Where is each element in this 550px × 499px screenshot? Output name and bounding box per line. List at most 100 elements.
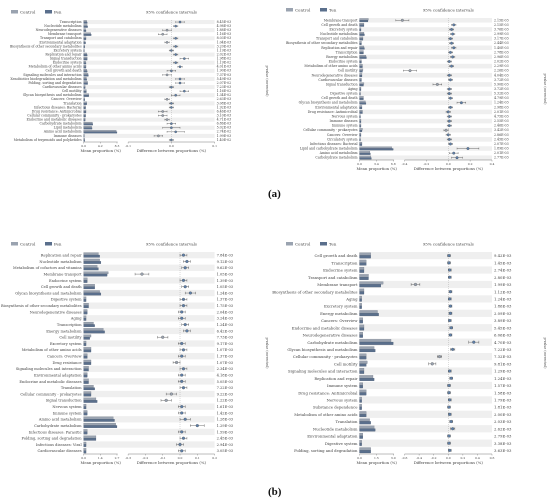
bar-treatment <box>83 431 88 435</box>
diff-point <box>181 436 185 440</box>
diff-point <box>174 53 177 56</box>
table-row: Membrane transport 1.05E-03 <box>44 271 234 276</box>
bar-treatment <box>83 58 88 61</box>
bar-treatment <box>83 131 118 134</box>
diff-point <box>161 32 164 36</box>
bar-control <box>83 391 92 395</box>
category-label: Lipid metabolism <box>54 126 82 130</box>
bar-control <box>359 45 365 48</box>
table-row: Excretory system 3.76E-03 <box>329 27 509 32</box>
p-value-label: 9.17E-03 <box>217 342 234 346</box>
x-tick-label: -0.4 <box>402 162 408 166</box>
bar-control <box>359 82 365 85</box>
bar-control <box>83 89 87 92</box>
bar-control <box>83 69 87 71</box>
p-value-label: 9.22E-03 <box>217 392 234 396</box>
category-label: Glycan biosynthesis and metabolism <box>287 347 358 352</box>
bar-treatment <box>359 79 362 82</box>
bar-treatment <box>359 428 376 432</box>
table-row: Cellular community - prokaryotes 7.32E-03 <box>293 353 512 361</box>
bar-treatment <box>83 349 92 353</box>
table-row: Cancers: Overview 3.89E-03 <box>321 317 512 324</box>
diff-point <box>435 83 439 86</box>
p-value-label: 2.78E-03 <box>494 50 509 54</box>
legend-swatch <box>45 242 52 246</box>
bar-treatment <box>359 392 367 396</box>
category-label: Immune system <box>332 124 358 128</box>
x-tick-label: 0.2 <box>460 456 465 460</box>
p-value-label: 8.45E-03 <box>217 20 232 24</box>
table-row: Endocrine system 2.74E-03 <box>323 266 512 274</box>
table-row: Aging 1.24E-03 <box>345 295 512 303</box>
bar-control <box>83 385 94 388</box>
table-row: Neurodegenerative diseases 6.06E-03 <box>303 331 512 338</box>
p-value-label: 1.75E-03 <box>217 304 234 308</box>
category-label: Metabolism of terpenoids and polyketides <box>14 138 82 142</box>
diff-point <box>449 326 453 330</box>
bar-control <box>359 274 369 278</box>
table-row: Drug resistance: Antimicrobial 6.46E-03 <box>32 109 231 114</box>
diff-point <box>452 151 456 155</box>
bar-treatment <box>83 324 95 327</box>
table-row: Biosynthesis of other secondary metaboli… <box>10 44 231 49</box>
p-value-label: 5.90E-03 <box>494 82 509 86</box>
diff-point <box>185 329 189 333</box>
x-tick-label: 1.5 <box>374 456 379 460</box>
x-tick-label: -0.2 <box>143 456 149 460</box>
diff-point <box>180 310 184 314</box>
p-value-label: 3.10E-03 <box>217 113 232 117</box>
x-tick-label: 0.0 <box>446 162 451 166</box>
x-tick-label: 0.2 <box>468 162 473 166</box>
table-row: Environmental adaptation 2.98E-03 <box>315 105 508 109</box>
bar-control <box>83 105 86 108</box>
bar-control <box>83 134 85 136</box>
bar-treatment <box>83 25 88 28</box>
legend-label: Fen <box>54 10 62 15</box>
category-label: Neurodegenerative diseases <box>30 310 82 314</box>
category-label: Cancers: Overview <box>47 355 82 359</box>
table-row: Cell growth and death 1.05E-03 <box>41 284 234 289</box>
diff-point <box>174 45 177 48</box>
diff-point <box>448 275 452 279</box>
bar-treatment <box>359 334 363 338</box>
diff-point <box>180 449 184 453</box>
p-value-label: 4.18E-03 <box>217 373 234 377</box>
p-value-label: 1.12E-03 <box>494 289 512 294</box>
bar-control <box>83 65 87 67</box>
x-tick-label: 0.0 <box>81 456 86 460</box>
p-value-label: 2.07E-02 <box>217 81 232 85</box>
bar-treatment <box>83 374 88 378</box>
table-row: Environmental adaptation 1.04E-03 <box>39 40 231 44</box>
row-stripe <box>359 54 492 60</box>
row-stripe <box>83 101 215 106</box>
table-row: Metabolism of cofactors and vitamins 9.62… <box>13 264 234 271</box>
p-value-label: 9.42E-03 <box>494 253 512 258</box>
row-stripe <box>359 410 492 418</box>
bar-treatment <box>83 29 87 32</box>
bar-control <box>359 360 368 364</box>
bar-control <box>83 347 92 350</box>
table-row: Immune diseases 2.55E-03 <box>330 118 509 124</box>
legend-label: Control <box>20 10 36 15</box>
p-value-label: 1.24E-03 <box>494 296 512 301</box>
bar-treatment <box>83 103 87 105</box>
table-row: Membrane transport 1.16E-03 <box>48 32 231 36</box>
row-stripe <box>83 68 215 73</box>
row-stripe <box>83 441 215 448</box>
bar-control <box>359 331 363 335</box>
p-value-label: 6.42E-03 <box>217 329 234 333</box>
bar-treatment <box>83 111 87 114</box>
p-value-label: 3.17E-03 <box>494 37 509 41</box>
table-row: Replication and repair 1.24E-03 <box>314 375 512 381</box>
category-label: Cell motility <box>59 336 82 340</box>
bar-treatment <box>359 262 367 266</box>
diff-point <box>447 124 451 128</box>
category-label: Amino acid metabolism <box>38 418 82 422</box>
diff-point <box>178 20 182 24</box>
diff-point <box>448 448 452 452</box>
category-label: Neurodegenerative diseases <box>303 333 358 338</box>
bar-control <box>359 119 362 122</box>
category-label: Immune system <box>327 383 358 388</box>
table-row: Infectious diseases: Bacterial 2.07E-03 <box>310 142 509 146</box>
bar-treatment <box>83 311 88 315</box>
